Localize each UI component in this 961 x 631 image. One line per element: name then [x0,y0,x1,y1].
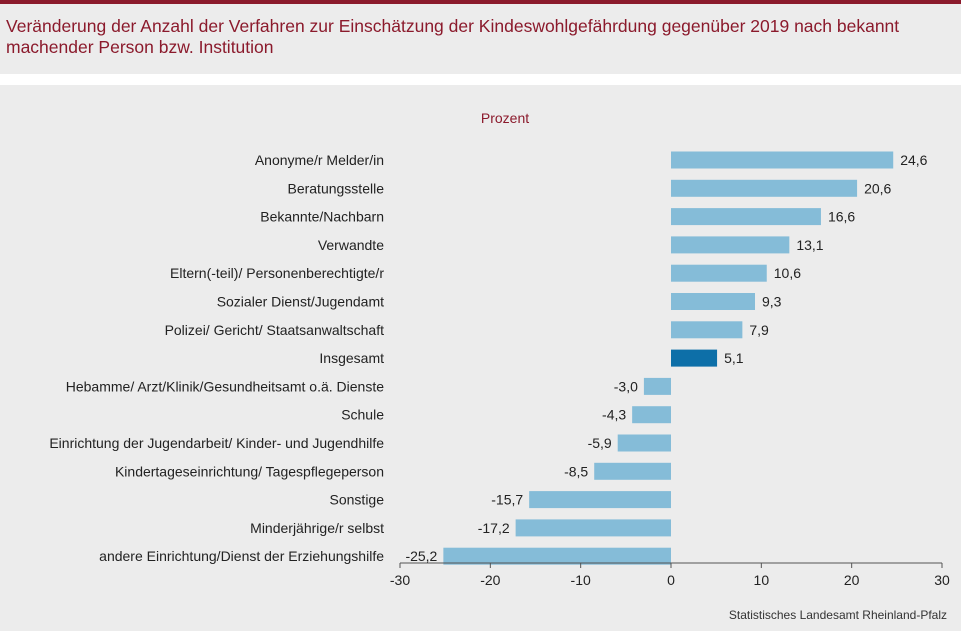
chart-panel: Prozent Anonyme/r Melder/in Beratungsstel… [0,85,961,631]
x-tick-label: 30 [934,572,950,588]
category-label: Sozialer Dienst/Jugendamt [217,294,384,310]
bar-total [671,349,718,367]
category-label: Hebamme/ Arzt/Klinik/Gesundheitsamt o.ä.… [66,378,384,394]
category-label: Anonyme/r Melder/in [255,152,384,168]
data-label: -17,2 [478,520,510,536]
data-label: 20,6 [864,180,891,196]
bar [529,491,671,509]
bar [671,321,743,339]
source-note: Statistisches Landesamt Rheinland-Pfalz [729,608,947,622]
category-label: Schule [341,407,384,423]
bar [594,462,671,480]
category-label: Einrichtung der Jugendarbeit/ Kinder- un… [49,435,384,451]
chart-title: Veränderung der Anzahl der Verfahren zur… [6,16,900,57]
data-label: 13,1 [796,237,823,253]
data-label: 5,1 [724,350,744,366]
data-label: -5,9 [588,435,612,451]
bar [617,434,671,452]
bar [671,293,756,310]
data-label: 9,3 [762,294,782,310]
category-label: Insgesamt [319,350,384,366]
bar [643,377,671,395]
category-label: Beratungsstelle [287,180,384,196]
category-label: Sonstige [330,492,385,508]
bar [632,406,671,424]
bar [671,236,790,254]
title-accent-bar [0,0,961,4]
bar [671,264,767,282]
category-label: andere Einrichtung/Dienst der Erziehungs… [99,548,384,564]
x-tick-label: -10 [571,572,591,588]
bar [443,547,671,565]
data-label: 10,6 [774,265,801,281]
category-label: Polizei/ Gericht/ Staatsanwaltschaft [165,322,385,338]
x-tick-label: -20 [480,572,500,588]
x-tick-label: 20 [844,572,860,588]
data-label: 16,6 [828,209,855,225]
data-label: -15,7 [491,492,523,508]
title-area: Veränderung der Anzahl der Verfahren zur… [0,4,961,74]
x-tick-label: 0 [667,572,675,588]
data-label: 7,9 [749,322,769,338]
data-label: -3,0 [614,378,638,394]
bar-chart: Prozent Anonyme/r Melder/in Beratungsstel… [49,110,950,622]
category-label: Eltern(-teil)/ Personenberechtigte/r [170,265,384,281]
category-label: Bekannte/Nachbarn [260,209,384,225]
category-label: Verwandte [318,237,384,253]
bar [515,519,671,537]
data-label: -8,5 [564,463,588,479]
bar [671,179,858,197]
x-tick-label: 10 [754,572,770,588]
x-tick-label: -30 [390,572,410,588]
data-label: -25,2 [405,548,437,564]
unit-label: Prozent [481,110,529,126]
data-label: -4,3 [602,407,626,423]
category-label: Minderjährige/r selbst [250,520,384,536]
category-label: Kindertageseinrichtung/ Tagespflegeperso… [115,463,384,479]
bar [671,151,894,169]
data-label: 24,6 [900,152,927,168]
bar [671,208,821,226]
